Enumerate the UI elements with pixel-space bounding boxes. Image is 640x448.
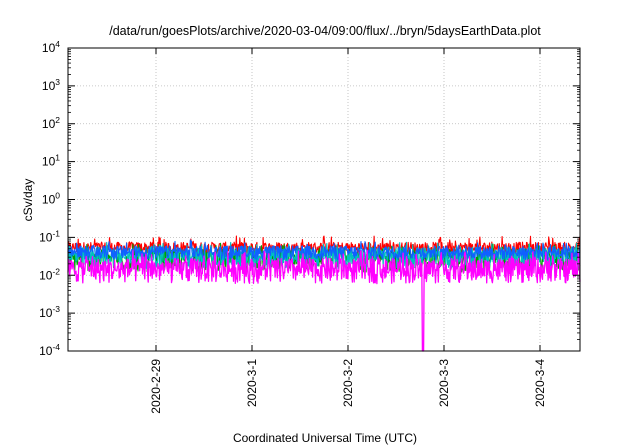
series-line-1 <box>67 235 581 256</box>
x-tick-label: 2020-3-1 <box>245 359 259 407</box>
y-tick-label: 102 <box>42 115 60 131</box>
series-group <box>67 235 581 352</box>
x-tick-label: 2020-2-29 <box>149 359 163 414</box>
x-tick-label: 2020-3-3 <box>437 359 451 407</box>
y-tick-label: 10-2 <box>39 266 60 282</box>
grid <box>68 48 580 351</box>
y-tick-label: 10-3 <box>39 304 60 320</box>
x-tick-label: 2020-3-4 <box>533 359 547 407</box>
x-axis: 2020-2-29 2020-3-1 2020-3-2 2020-3-3 2020-3-… <box>149 48 547 414</box>
y-tick-label: 100 <box>42 191 60 207</box>
series-line-4 <box>67 239 581 261</box>
y-axis-label: cSv/day <box>21 179 35 222</box>
x-axis-label: Coordinated Universal Time (UTC) <box>233 431 417 445</box>
y-tick-label: 10-1 <box>39 228 60 244</box>
y-tick-label: 101 <box>42 153 60 169</box>
chart-title: /data/run/goesPlots/archive/2020-03-04/0… <box>109 24 541 38</box>
y-tick-label: 10-4 <box>39 342 60 358</box>
y-tick-label: 104 <box>42 39 60 55</box>
y-axis: 10-4 10-3 10-2 10-1 100 101 102 103 104 <box>39 39 580 358</box>
x-tick-label: 2020-3-2 <box>341 359 355 407</box>
y-tick-label: 103 <box>42 77 60 93</box>
series-line-5 <box>67 249 581 352</box>
